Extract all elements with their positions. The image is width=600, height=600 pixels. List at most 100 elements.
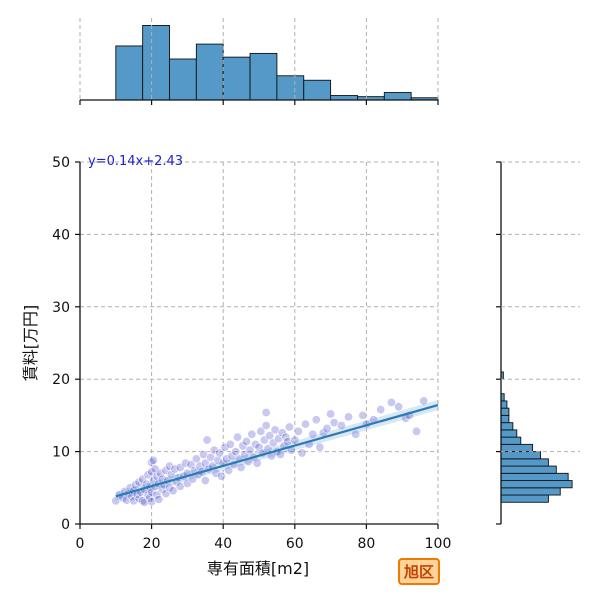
data-point xyxy=(351,429,361,439)
data-point xyxy=(148,455,158,465)
data-point xyxy=(290,435,300,445)
x-hist-bar xyxy=(383,92,412,101)
x-tick-label: 0 xyxy=(76,536,85,552)
y-hist-bar xyxy=(500,465,557,474)
data-point xyxy=(293,426,303,436)
data-point xyxy=(247,429,257,439)
data-point xyxy=(394,402,404,412)
data-point xyxy=(336,421,346,431)
regression-line xyxy=(115,403,439,498)
data-point xyxy=(130,480,140,490)
x-hist-bar xyxy=(115,45,144,101)
y-hist-bar xyxy=(500,487,561,496)
main-plot: 0 20 40 60 80 100 0 10 20 30 40 50 xyxy=(52,18,580,552)
x-hist-bar xyxy=(222,56,251,101)
data-point xyxy=(224,465,234,475)
data-point xyxy=(254,442,264,452)
data-point xyxy=(261,421,271,431)
data-point xyxy=(250,439,260,449)
data-point xyxy=(209,445,219,455)
y-axis-title: 賃料[万円] xyxy=(21,305,40,382)
y-hist-bar xyxy=(500,443,534,453)
data-point xyxy=(261,408,271,418)
data-point xyxy=(252,458,262,468)
x-tick-label: 60 xyxy=(286,536,304,552)
x-hist-bar xyxy=(303,79,332,101)
data-point xyxy=(315,442,325,452)
data-point xyxy=(322,423,332,433)
y-hist-bar xyxy=(500,436,522,445)
marginal-y-histogram xyxy=(496,161,573,525)
y-hist-bar xyxy=(500,494,549,503)
y-tick-label: 0 xyxy=(61,517,70,533)
data-point xyxy=(256,426,266,436)
axes xyxy=(75,161,439,529)
x-hist-bar xyxy=(249,52,278,101)
data-points xyxy=(111,396,429,507)
ward-badge: 旭区 xyxy=(398,558,441,585)
y-hist-bar xyxy=(500,429,518,438)
data-point xyxy=(241,436,251,446)
data-point xyxy=(265,431,275,441)
data-point xyxy=(225,439,235,449)
y-tick-label: 20 xyxy=(52,372,70,388)
x-tick-label: 40 xyxy=(214,536,232,552)
y-hist-bar xyxy=(500,451,541,460)
x-hist-bar xyxy=(142,25,170,101)
data-point xyxy=(358,410,368,420)
data-point xyxy=(386,397,396,407)
x-hist-bar xyxy=(330,95,358,101)
y-hist-bar xyxy=(500,480,573,489)
data-point xyxy=(308,429,318,439)
data-point xyxy=(170,464,180,474)
data-point xyxy=(233,432,243,442)
y-tick-label: 10 xyxy=(52,445,70,461)
x-hist-bar xyxy=(169,58,197,101)
data-point xyxy=(284,422,294,432)
data-point xyxy=(376,405,386,415)
data-point xyxy=(215,448,225,458)
marginal-x-histogram xyxy=(79,25,439,105)
data-point xyxy=(154,494,164,504)
data-point xyxy=(311,415,321,425)
data-point xyxy=(152,471,162,481)
data-point xyxy=(297,448,307,458)
data-point xyxy=(147,497,157,507)
data-point xyxy=(326,409,336,419)
y-tick-label: 30 xyxy=(52,300,70,316)
data-point xyxy=(211,468,221,478)
data-point xyxy=(195,461,205,471)
regression-equation: y=0.14x+2.43 xyxy=(88,154,183,169)
data-point xyxy=(216,471,226,481)
data-point xyxy=(143,470,153,480)
y-tick-label: 40 xyxy=(52,227,70,243)
data-point xyxy=(156,468,166,478)
data-point xyxy=(213,455,223,465)
data-point xyxy=(200,476,210,486)
data-point xyxy=(191,454,201,464)
data-point xyxy=(412,426,422,436)
data-point xyxy=(181,458,191,468)
y-hist-bar xyxy=(500,422,514,431)
data-point xyxy=(165,461,175,471)
data-point xyxy=(168,486,178,496)
y-hist-bar xyxy=(500,407,510,416)
x-tick-label: 20 xyxy=(143,536,161,552)
data-point xyxy=(231,447,241,457)
data-point xyxy=(147,487,157,497)
data-point xyxy=(301,419,311,429)
data-point xyxy=(134,477,144,487)
data-point xyxy=(202,435,212,445)
data-point xyxy=(274,434,284,444)
x-tick-label: 80 xyxy=(357,536,375,552)
data-point xyxy=(220,442,230,452)
data-point xyxy=(283,436,293,446)
data-point xyxy=(419,396,429,406)
data-point xyxy=(165,483,175,493)
data-point xyxy=(222,454,232,464)
x-tick-label: 100 xyxy=(425,536,452,552)
y-hist-bar xyxy=(500,458,549,467)
x-axis-title: 専有面積[m2] xyxy=(207,559,309,578)
x-hist-bar xyxy=(195,43,224,101)
